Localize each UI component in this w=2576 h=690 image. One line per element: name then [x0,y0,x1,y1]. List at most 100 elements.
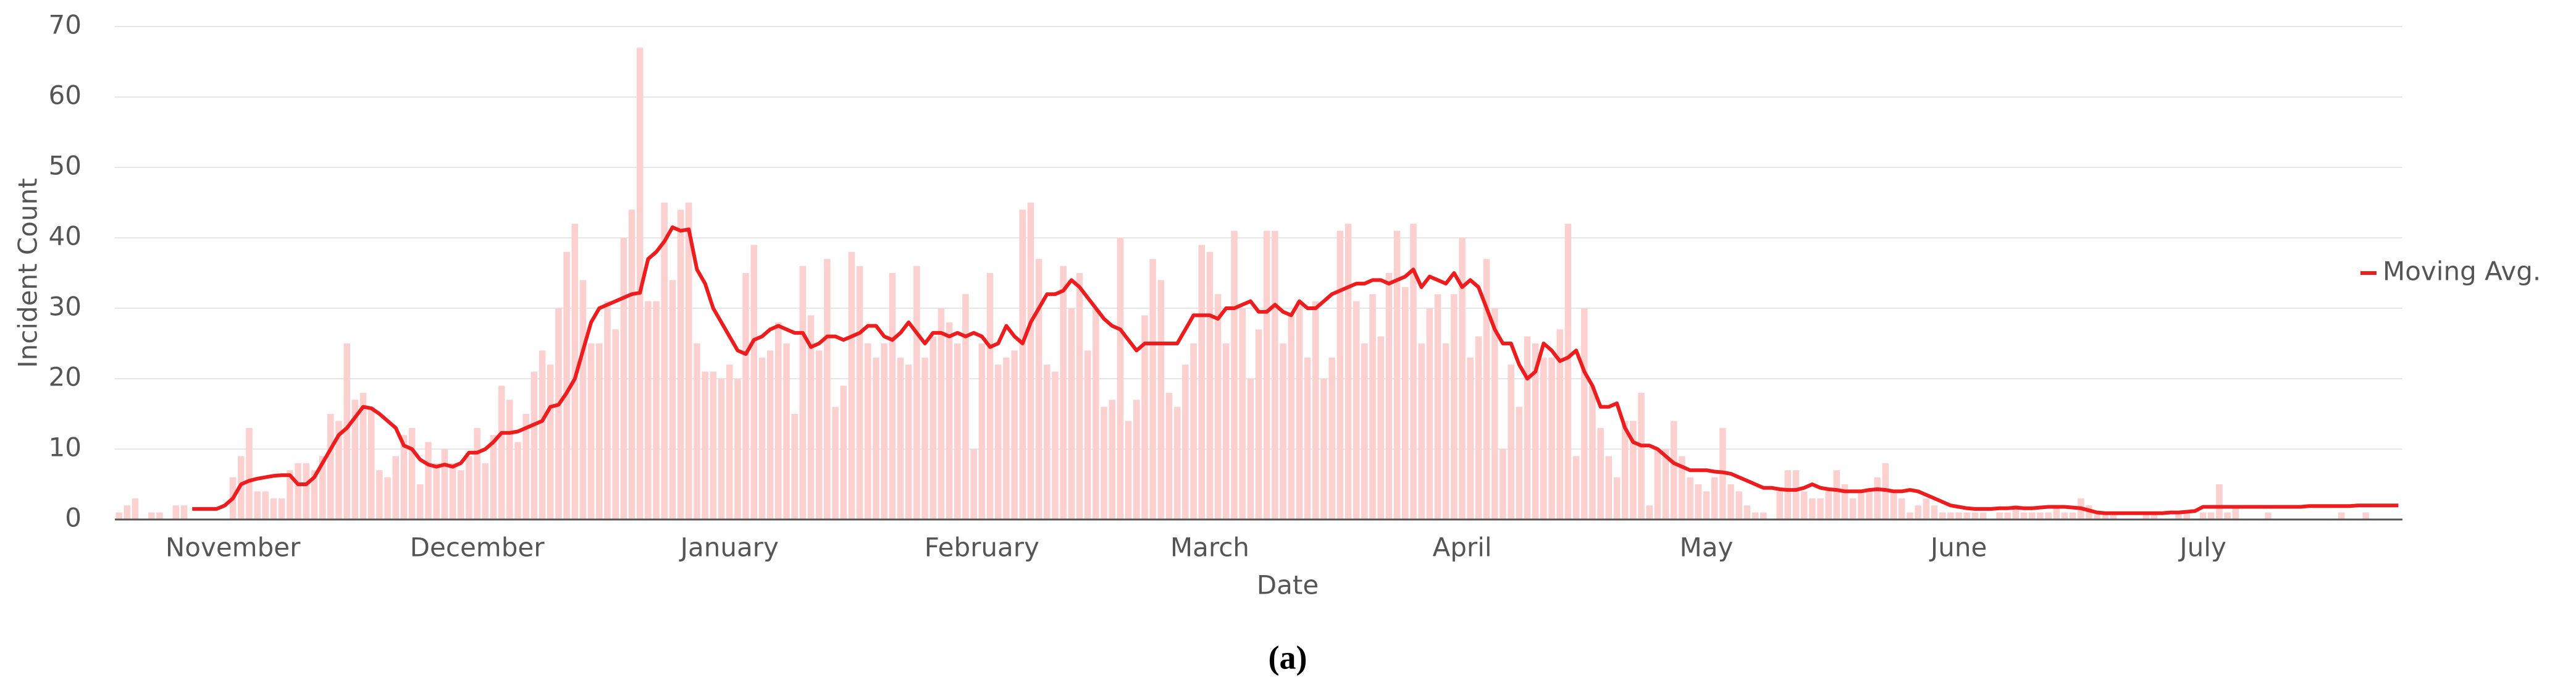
bar [514,442,521,520]
bar [1727,484,1734,520]
bar [1133,400,1140,520]
bar [612,329,619,520]
bar [367,406,375,520]
bar [1475,336,1482,520]
bar [2028,512,2036,520]
bar [1491,308,1498,520]
bar [791,414,798,520]
bar [970,449,977,520]
bar [1239,308,1246,520]
bar [1947,512,1954,520]
x-tick-label: April [1433,532,1492,563]
bar [1874,477,1881,520]
bar [994,364,1002,520]
bar [1003,357,1010,520]
bar [1760,512,1767,520]
y-tick-label: 10 [49,432,82,463]
bar [1580,308,1588,520]
bar [1613,477,1621,520]
bar [1288,315,1294,520]
bar [1157,280,1165,520]
bar [1638,392,1645,520]
bar [1597,427,1604,520]
y-tick-label: 40 [49,221,82,251]
x-tick-label: January [679,532,779,563]
bar [2232,505,2239,520]
bar [1996,512,2003,520]
x-tick-label: June [1929,532,1987,563]
bar [2362,512,2369,520]
bar [1353,301,1360,520]
bar [2061,512,2068,520]
bar [2224,512,2231,520]
bar [490,435,497,520]
bar [1752,512,1759,520]
bar [1149,259,1156,520]
bar [1076,273,1083,520]
line [192,225,2399,515]
bar [1459,238,1466,520]
bar [2069,512,2076,520]
bar [2338,512,2345,520]
bar [563,251,570,520]
bar [2004,512,2011,520]
bar [124,505,131,520]
bar [1630,421,1637,520]
bar [351,400,359,520]
bar [270,498,277,520]
bar [686,203,692,520]
bar [1524,336,1531,520]
bar [1931,505,1938,520]
bar [750,245,758,520]
bar [384,477,391,520]
bar [1589,385,1596,520]
bar [1426,308,1433,520]
bar [278,498,285,520]
bar [921,357,928,520]
bar [1296,301,1303,520]
bar [1800,491,1808,520]
bar [1467,357,1474,520]
bar [172,505,180,520]
x-tick-label: December [410,532,545,563]
bar [1809,498,1816,520]
bar [539,350,546,520]
bar [913,266,920,520]
bar [2110,512,2117,520]
bar [474,427,480,520]
bar [1979,512,1987,520]
bar [1556,329,1563,520]
x-tick-label: July [2178,532,2226,563]
bar [1898,498,1905,520]
y-tick-label: 60 [49,80,82,111]
bar [359,392,367,520]
bar [2012,505,2020,520]
x-tick-label: November [166,532,301,563]
bar [156,512,163,520]
bar [400,435,408,520]
bar [1190,343,1197,520]
bar [1280,343,1286,520]
bar [2142,512,2150,520]
bar [2020,512,2028,520]
bar [2086,505,2092,520]
bar [1605,456,1613,520]
bar [1711,477,1718,520]
bar [1434,294,1441,520]
bar [417,484,424,520]
bar [1923,498,1930,520]
bar [1027,203,1034,520]
bar [775,322,782,520]
bar [1223,343,1230,520]
bar [571,224,579,520]
bar [865,343,871,520]
bar [1679,456,1685,520]
bar [1662,449,1669,520]
bar [449,463,456,520]
bar [1516,406,1523,520]
legend-label: Moving Avg. [2383,256,2541,287]
y-tick-label: 50 [49,151,82,181]
bar [2183,512,2190,520]
x-tick-label: March [1170,532,1249,563]
bar [1776,491,1783,520]
